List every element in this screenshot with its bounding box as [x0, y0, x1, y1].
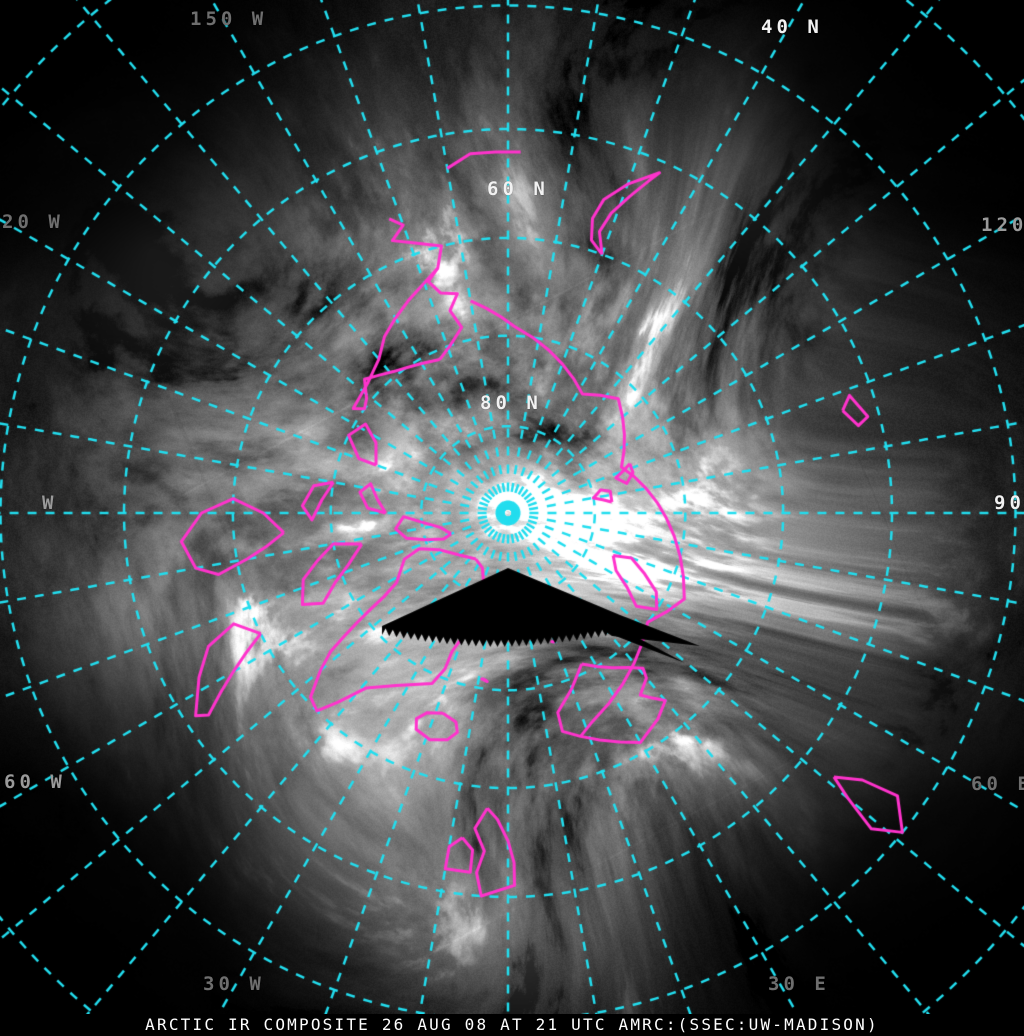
caption-bar: ARCTIC IR COMPOSITE 26 AUG 08 AT 21 UTC … — [0, 1014, 1024, 1036]
caption-text: ARCTIC IR COMPOSITE 26 AUG 08 AT 21 UTC … — [145, 1015, 879, 1034]
coastline-and-graticule-overlay — [0, 0, 1024, 1014]
